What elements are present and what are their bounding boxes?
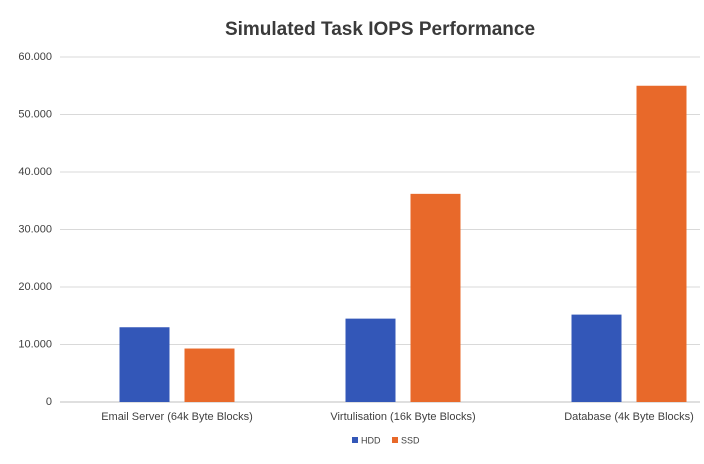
legend-label: HDD	[361, 435, 381, 445]
legend-swatch	[352, 437, 358, 443]
x-tick-label: Email Server (64k Byte Blocks)	[101, 411, 253, 423]
chart-title: Simulated Task IOPS Performance	[225, 19, 535, 40]
bar	[184, 348, 235, 402]
legend-label: SSD	[401, 435, 420, 445]
y-tick-label: 40.000	[18, 166, 52, 178]
y-tick-label: 30.000	[18, 223, 52, 235]
bar	[345, 318, 396, 402]
bar	[636, 85, 687, 402]
y-tick-label: 20.000	[18, 281, 52, 293]
y-tick-label: 50.000	[18, 108, 52, 120]
y-tick-label: 10.000	[18, 338, 52, 350]
bar	[410, 193, 461, 402]
bar	[571, 314, 622, 402]
bar	[119, 327, 170, 402]
x-tick-label: Virtulisation (16k Byte Blocks)	[330, 411, 475, 423]
legend-swatch	[392, 437, 398, 443]
x-tick-label: Database (4k Byte Blocks)	[564, 411, 694, 423]
y-tick-label: 60.000	[18, 51, 52, 63]
y-tick-label: 0	[46, 396, 52, 408]
